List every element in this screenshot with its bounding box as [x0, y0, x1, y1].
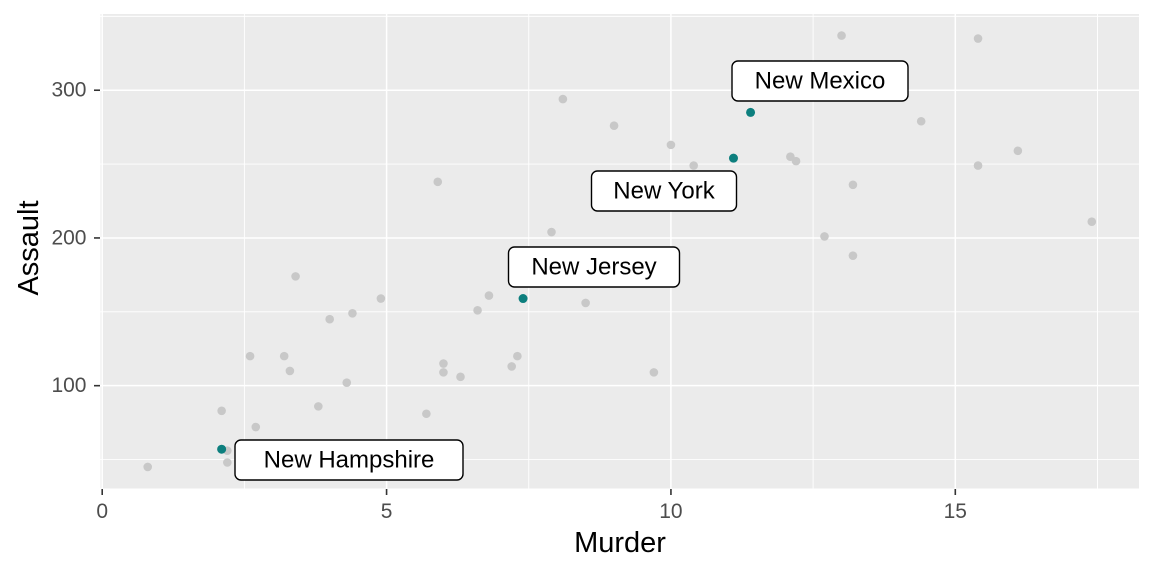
y-axis: 100 200 300 [51, 79, 100, 397]
data-point [484, 291, 494, 300]
data-point [689, 161, 698, 170]
data-point [456, 372, 465, 382]
data-point [422, 409, 431, 419]
data-point-highlighted [746, 107, 756, 117]
y-tick-label: 200 [51, 226, 86, 249]
data-point [342, 378, 352, 388]
data-point [666, 140, 676, 150]
data-point [223, 458, 232, 467]
data-point [433, 177, 443, 187]
data-point [439, 359, 448, 368]
data-point [376, 294, 386, 303]
state-label: New Hampshire [234, 439, 464, 481]
data-point-highlighted [728, 153, 738, 163]
data-point [973, 34, 983, 43]
y-tick-label: 100 [51, 374, 86, 397]
x-axis: 0 5 10 15 [96, 489, 967, 523]
x-tick-label: 5 [381, 500, 393, 523]
state-label-text: New Mexico [755, 68, 886, 95]
data-point [314, 402, 323, 411]
data-point [973, 161, 983, 170]
state-label-text: New Jersey [531, 254, 656, 281]
data-point [143, 462, 153, 472]
data-point [609, 121, 619, 130]
data-point [1087, 217, 1097, 227]
state-labels: New Mexico New York New Jersey New Hampshir… [234, 60, 909, 481]
data-point [547, 227, 556, 237]
x-tick-label: 10 [659, 500, 682, 523]
data-point-highlighted [518, 294, 528, 304]
data-point [507, 362, 516, 371]
data-point [848, 251, 858, 260]
data-point [291, 272, 300, 281]
data-point [649, 368, 659, 377]
state-label-box [507, 246, 681, 288]
data-point [820, 232, 829, 241]
x-tick-label: 15 [944, 500, 967, 523]
data-point [837, 31, 846, 40]
state-label: New York [590, 170, 738, 212]
y-tick-label: 300 [51, 79, 86, 102]
state-label-box [234, 439, 464, 481]
y-axis-title: Assault [13, 200, 45, 295]
data-point [473, 306, 482, 315]
data-point [325, 314, 334, 324]
x-tick-label: 0 [96, 500, 108, 523]
data-point [285, 366, 295, 376]
data-point [916, 116, 926, 126]
data-point [439, 368, 448, 377]
state-label-text: New York [613, 178, 715, 205]
state-label-box [590, 170, 738, 212]
data-point [513, 351, 522, 361]
state-label: New Jersey [507, 246, 681, 288]
data-point-highlighted [217, 444, 227, 454]
data-point [348, 308, 357, 318]
data-point [1013, 146, 1023, 156]
data-point [848, 180, 858, 190]
state-label-box [731, 60, 909, 102]
data-point [791, 156, 801, 166]
data-point [217, 406, 226, 416]
data-point [245, 351, 255, 361]
data-point [251, 422, 261, 432]
data-point [581, 298, 590, 308]
state-label: New Mexico [731, 60, 909, 102]
state-label-text: New Hampshire [264, 447, 435, 474]
data-point [279, 351, 289, 361]
x-axis-title: Murder [574, 527, 666, 559]
data-point [558, 94, 568, 104]
